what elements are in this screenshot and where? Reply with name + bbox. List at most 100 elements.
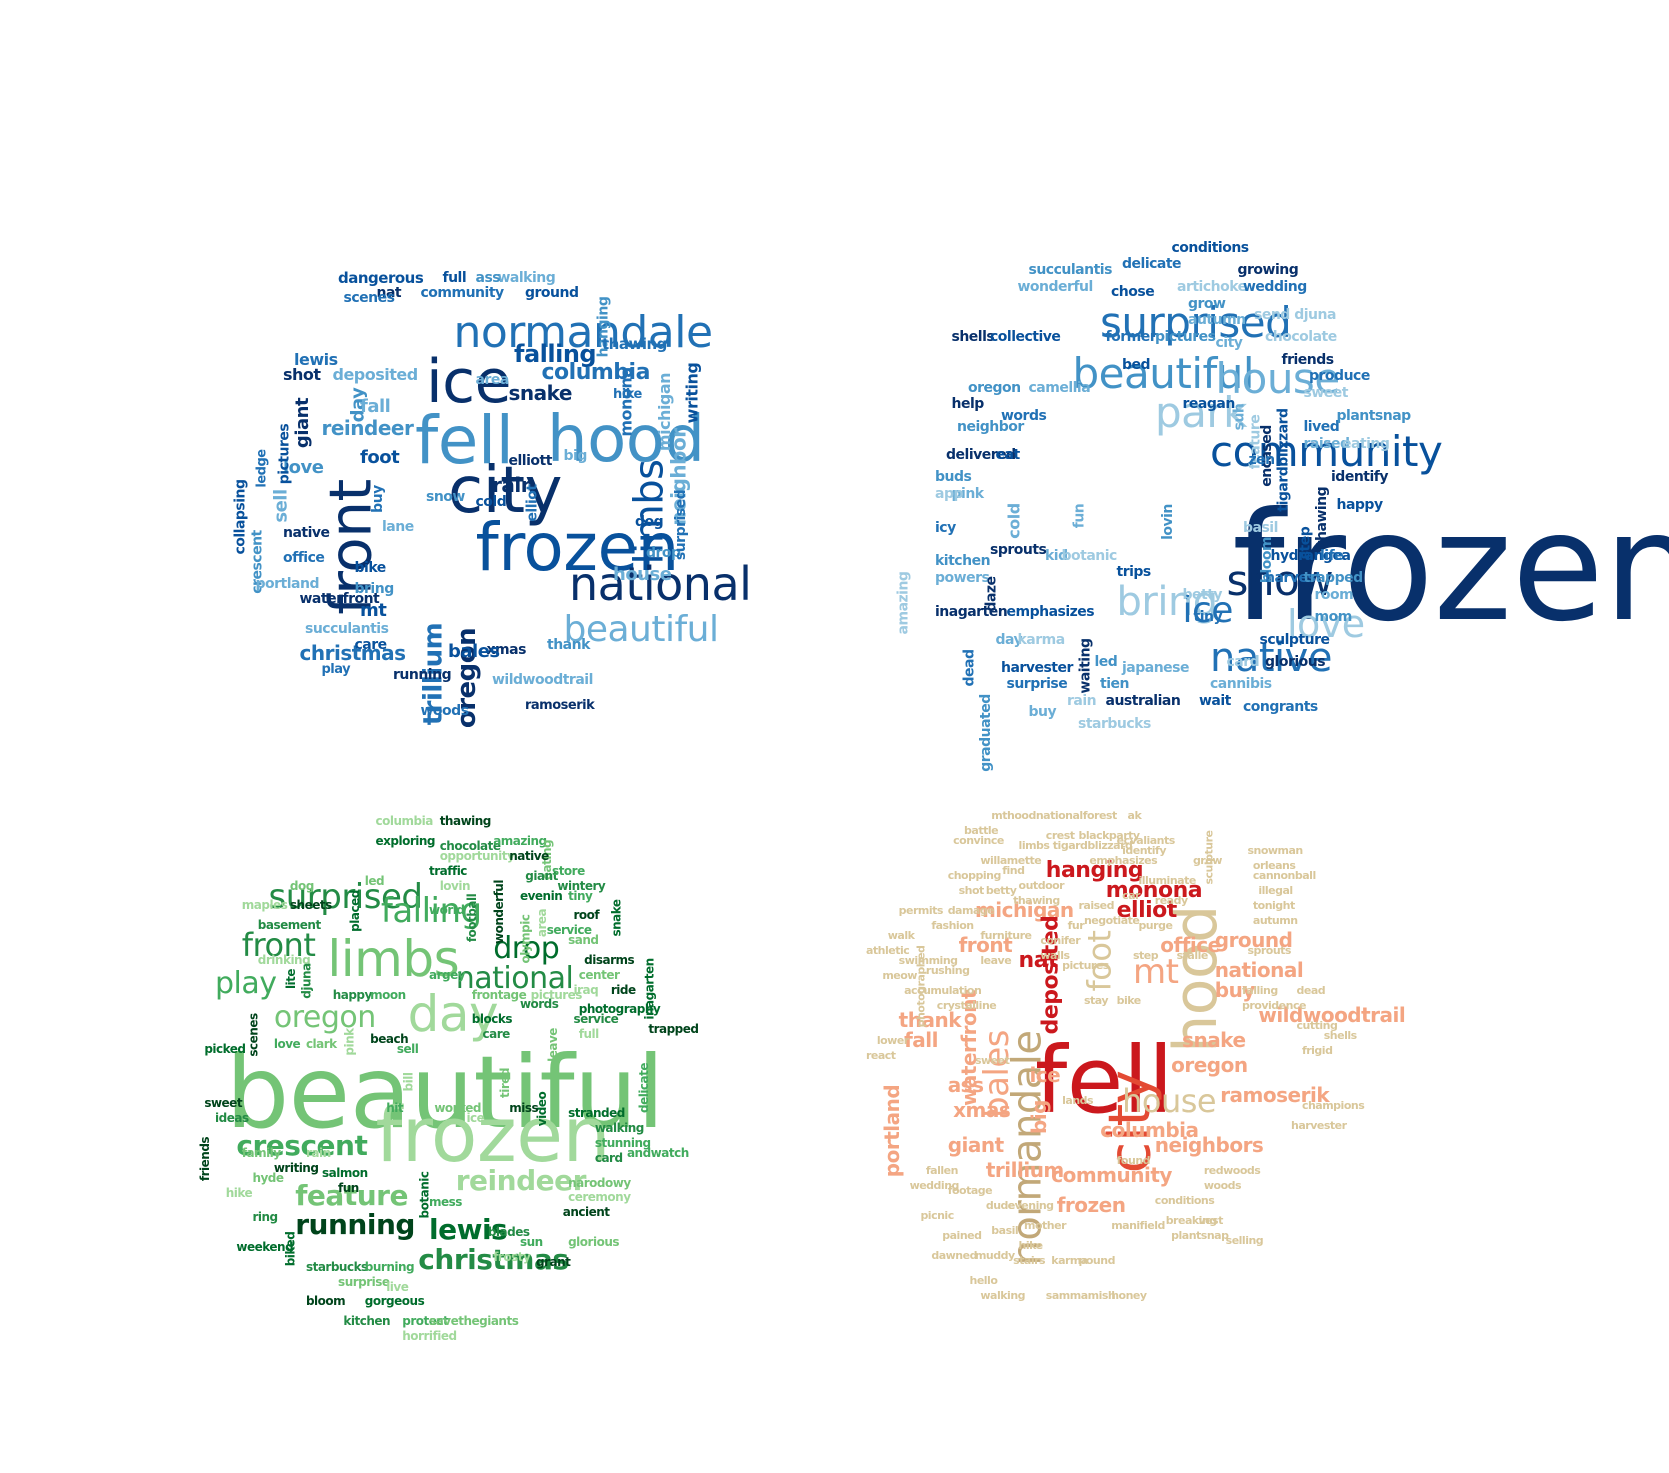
cloud-word: mess — [429, 1195, 462, 1210]
cloud-word: dawned — [931, 1249, 977, 1262]
cloud-word: amazing — [493, 834, 547, 849]
cloud-word: trapped — [1303, 570, 1364, 586]
cloud-word: stunning — [594, 1136, 651, 1150]
cloud-word: wildwoodtrail — [1258, 1003, 1406, 1027]
cloud-word: chopping — [947, 869, 1002, 882]
cloud-word: oregon — [273, 1000, 376, 1036]
cloud-word: pictures — [1062, 959, 1109, 972]
cloud-word: car — [1122, 889, 1140, 902]
cloud-word: redwoods — [1203, 1164, 1261, 1177]
cloud-word: succulantis — [305, 621, 389, 638]
cloud-word: deposited — [332, 365, 419, 385]
cloud-word: woods — [1203, 1179, 1242, 1192]
cloud-word: sprouts — [990, 542, 1047, 558]
cloud-word: ice — [1182, 590, 1234, 632]
cloud-word: world — [429, 903, 465, 918]
cloud-word: evenin — [519, 888, 563, 903]
cloud-word: react — [865, 1049, 896, 1062]
cloud-word: illegal — [1258, 884, 1293, 897]
cloud-word: fell — [415, 402, 514, 480]
cloud-word: identify — [1331, 469, 1389, 486]
cloud-word: neighbor — [957, 418, 1024, 435]
cloud-word: house — [613, 564, 672, 586]
cloud-word: neighbors — [1154, 1133, 1264, 1157]
cloud-word: honey — [1111, 1289, 1147, 1302]
cloud-word: running — [295, 1208, 415, 1242]
cloud-word: placed — [347, 889, 362, 932]
cloud-word: lower — [876, 1034, 909, 1047]
cloud-word: basil — [991, 1224, 1019, 1237]
cloud-word: lane — [382, 519, 414, 536]
cloud-word: day — [407, 984, 499, 1043]
cloud-word: shells — [951, 329, 995, 346]
cloud-word: karma — [1017, 631, 1066, 648]
cloud-word: walk — [887, 929, 915, 942]
cloud-word: ecvaliants — [1116, 834, 1176, 847]
cloud-word: manifield — [1111, 1219, 1165, 1232]
cloud-word: ice — [1029, 1063, 1061, 1087]
cloud-word: falling — [380, 891, 482, 932]
cloud-word: surprise — [338, 1274, 390, 1289]
cloud-word: pound — [1078, 1254, 1116, 1267]
cloud-word: identify — [1122, 844, 1167, 857]
cloud-word: kid — [1045, 547, 1068, 564]
cloud-word: beautiful — [1072, 348, 1255, 398]
cloud-word: kitchen — [935, 553, 991, 570]
cloud-word: ground — [525, 284, 579, 301]
cloud-word: hike — [1018, 1239, 1044, 1252]
cloud-word: plantsnap — [1171, 1229, 1229, 1242]
cloud-word: wonderful — [492, 879, 507, 944]
cloud-word: writing — [273, 1160, 319, 1175]
cloud-word: area — [475, 371, 510, 388]
cloud-word: frozen — [1056, 1193, 1126, 1217]
cloud-word: hanging — [1045, 858, 1144, 883]
cloud-word: damage — [947, 904, 995, 917]
cloud-word: fun — [338, 1180, 359, 1195]
cloud-word: bring — [354, 580, 395, 597]
cloud-word: christmas — [418, 1242, 569, 1276]
cloud-word: grant — [536, 1254, 571, 1269]
cloud-word: led — [1094, 654, 1118, 670]
cloud-word: ancient — [562, 1205, 610, 1220]
cloud-word: christmas — [299, 640, 407, 665]
cloud-word: mt — [1133, 952, 1179, 992]
cloud-word: roof — [573, 908, 600, 923]
cloud-word: rain — [492, 472, 535, 497]
cloud-word: cold — [475, 493, 507, 510]
cloud-word: led — [364, 873, 385, 888]
cloud-word: lovin — [439, 878, 471, 893]
cloud-word: care — [482, 1027, 511, 1042]
cloud-word: basement — [257, 918, 321, 933]
cloud-word: burning — [364, 1259, 415, 1274]
cloud-word: bloom — [305, 1294, 346, 1309]
cloud-word: breaking — [1165, 1214, 1217, 1227]
cloud-word: selling — [1225, 1234, 1264, 1247]
cloud-word: snow — [1226, 555, 1334, 605]
cloud-word: permits — [898, 904, 944, 917]
cloud-word: ledge — [254, 448, 270, 488]
cloud-word: iraq — [573, 982, 599, 997]
cloud-word: emphasizes — [1006, 603, 1095, 620]
cloud-word: argey — [429, 967, 466, 982]
cloud-word: foot — [360, 447, 400, 468]
cloud-word: conifer — [1040, 934, 1081, 947]
cloud-word: savethegiants — [429, 1314, 519, 1329]
cloud-word: surprise — [1006, 676, 1068, 693]
cloud-word: columbia — [375, 814, 434, 829]
cloud-word: frontage — [471, 987, 527, 1002]
cloud-word: elliot — [1116, 898, 1178, 923]
cloud-word: djuna — [299, 963, 314, 999]
cloud-word: cutting — [1296, 1019, 1338, 1032]
cloud-word: autumn — [1188, 312, 1246, 329]
cloud-word: frozen — [475, 509, 680, 587]
cloud-word: dangerous — [338, 268, 424, 287]
cloud-word: sweet — [1303, 385, 1349, 402]
cloud-word: full — [442, 269, 467, 286]
cloud-word: xmas — [953, 1098, 1011, 1122]
cloud-word: mt — [360, 600, 387, 621]
cloud-word: footage — [947, 1184, 993, 1197]
cloud-word: sweet — [204, 1096, 243, 1111]
wordcloud-red: fell hood city normandale bales foot mt house ha… — [866, 810, 1460, 1345]
cloud-word: olympic — [518, 914, 533, 964]
